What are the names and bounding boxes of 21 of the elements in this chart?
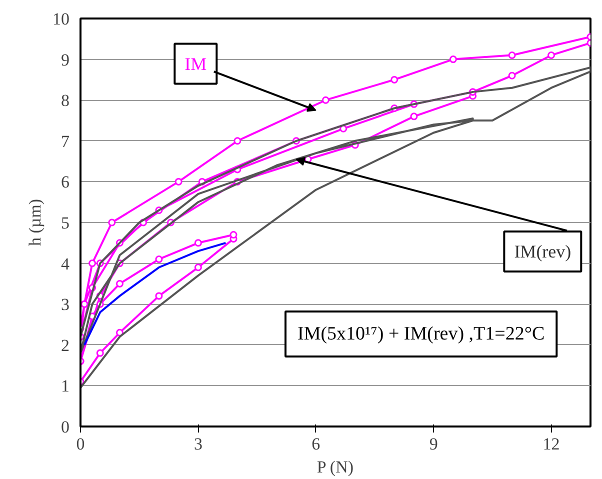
annotation: IM bbox=[184, 54, 207, 74]
y-tick-label: 0 bbox=[61, 418, 70, 436]
y-tick-label: 10 bbox=[52, 10, 70, 28]
x-tick-label: 9 bbox=[429, 434, 438, 454]
x-tick-label: 6 bbox=[312, 434, 320, 454]
annotation: IM(5x10¹⁷) + IM(rev) ,T1=22°C bbox=[298, 324, 545, 344]
y-tick-label: 9 bbox=[61, 50, 70, 70]
x-tick-label: 0 bbox=[76, 434, 85, 454]
y-tick-label: 8 bbox=[61, 91, 70, 110]
y-tick-label: 1 bbox=[61, 376, 70, 396]
y-tick-label: 4 bbox=[61, 254, 70, 274]
x-tick-label: 12 bbox=[542, 434, 560, 454]
x-tick-label: 3 bbox=[194, 434, 202, 454]
y-tick-label: 5 bbox=[61, 214, 70, 232]
y-tick-label: 7 bbox=[61, 132, 70, 151]
y-tick-label: 2 bbox=[61, 336, 70, 355]
annotation: IM(rev) bbox=[514, 241, 572, 262]
x-axis-title: P (N) bbox=[316, 458, 354, 476]
y-axis-title: h (µm) bbox=[26, 198, 44, 246]
y-tick-label: 3 bbox=[61, 295, 70, 314]
y-tick-label: 6 bbox=[61, 172, 70, 192]
